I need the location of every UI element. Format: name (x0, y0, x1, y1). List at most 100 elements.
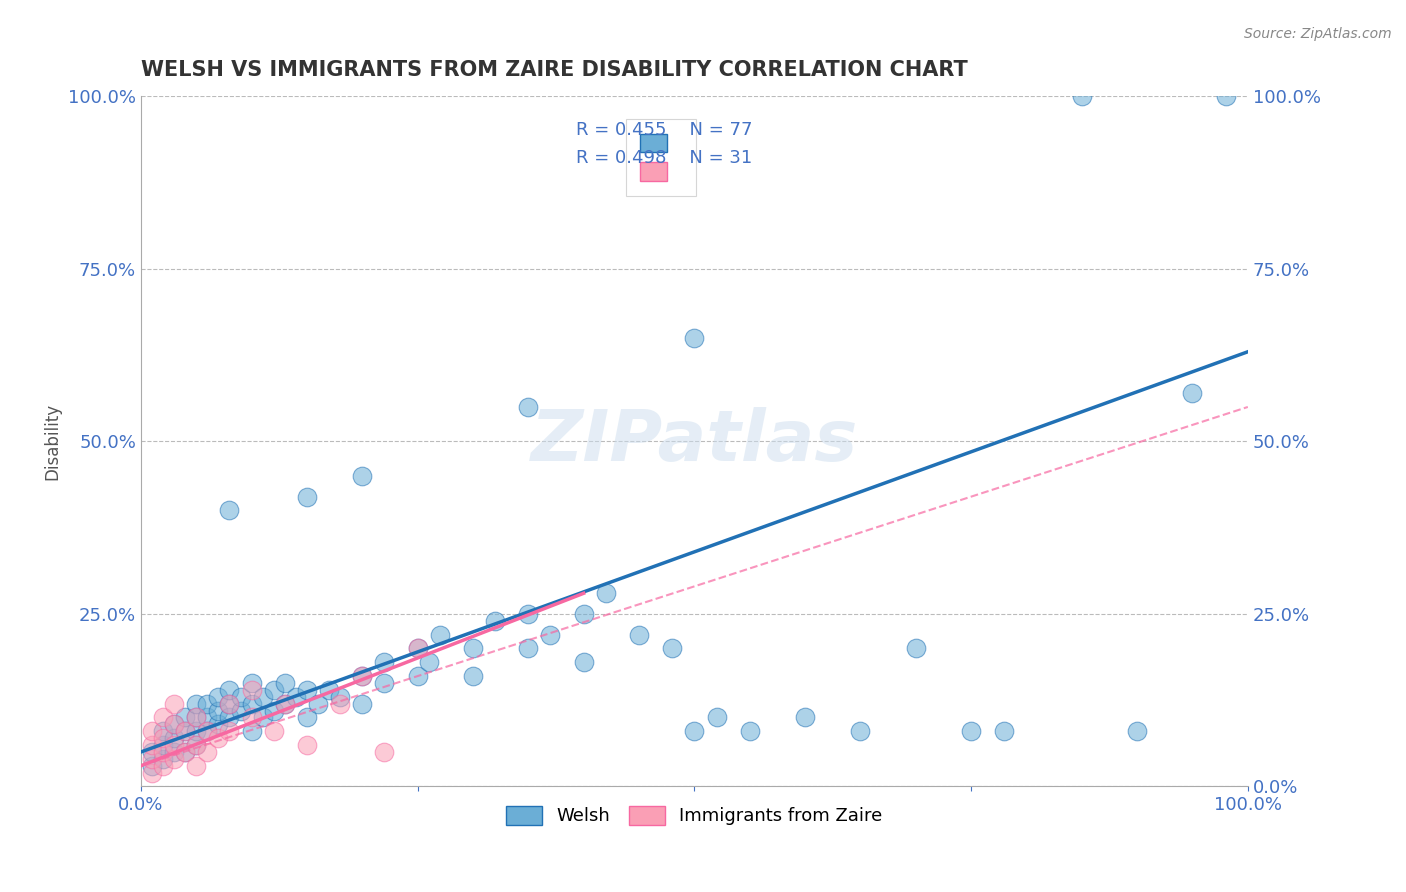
Point (572, 655, 595, 669)
Point (195, 724, 218, 739)
Point (318, 682, 340, 697)
Point (274, 676, 297, 690)
Point (406, 641, 429, 656)
Point (295, 710, 318, 724)
Point (195, 724, 218, 739)
Point (263, 704, 285, 718)
Point (240, 710, 263, 724)
Point (240, 697, 263, 711)
Point (218, 697, 240, 711)
Point (195, 745, 218, 759)
Point (295, 682, 318, 697)
Point (794, 710, 817, 724)
Point (1126, 724, 1149, 739)
Point (1181, 386, 1204, 401)
Point (252, 690, 274, 704)
Point (141, 745, 163, 759)
Point (484, 614, 506, 628)
Text: ZIPatlas: ZIPatlas (530, 407, 858, 476)
Point (152, 738, 174, 752)
Point (218, 682, 240, 697)
Point (152, 745, 174, 759)
Point (207, 731, 229, 746)
Point (218, 697, 240, 711)
Point (186, 758, 208, 772)
Text: WELSH VS IMMIGRANTS FROM ZAIRE DISABILITY CORRELATION CHART: WELSH VS IMMIGRANTS FROM ZAIRE DISABILIT… (141, 60, 967, 79)
Point (240, 724, 263, 739)
Point (218, 503, 240, 517)
Point (252, 710, 274, 724)
Point (195, 710, 218, 724)
Text: Source: ZipAtlas.com: Source: ZipAtlas.com (1244, 27, 1392, 41)
Point (163, 752, 186, 766)
Point (329, 690, 352, 704)
Point (229, 704, 252, 718)
Point (186, 738, 208, 752)
Point (517, 641, 540, 656)
Point (141, 758, 163, 772)
Point (263, 682, 285, 697)
Point (373, 745, 395, 759)
Point (352, 697, 374, 711)
Point (152, 752, 174, 766)
Point (229, 690, 252, 704)
Point (163, 745, 186, 759)
Point (186, 710, 208, 724)
Point (141, 724, 163, 739)
Point (174, 724, 197, 739)
Point (373, 676, 395, 690)
Point (373, 655, 395, 669)
Point (406, 641, 429, 656)
Point (738, 724, 761, 739)
Point (595, 586, 617, 600)
Point (461, 669, 484, 683)
Point (352, 469, 374, 483)
Point (152, 710, 174, 724)
Point (141, 738, 163, 752)
Point (207, 704, 229, 718)
Point (352, 669, 374, 683)
Point (352, 669, 374, 683)
Point (683, 331, 706, 345)
Point (186, 738, 208, 752)
Point (218, 710, 240, 724)
Point (274, 697, 297, 711)
Point (706, 710, 728, 724)
Point (174, 710, 197, 724)
Point (174, 745, 197, 759)
Point (163, 697, 186, 711)
Point (517, 607, 540, 621)
Point (960, 724, 983, 739)
Point (661, 641, 683, 656)
Point (849, 724, 872, 739)
Legend: Welsh, Immigrants from Zaire: Welsh, Immigrants from Zaire (499, 799, 890, 832)
Point (274, 697, 297, 711)
Point (141, 752, 163, 766)
Point (307, 697, 329, 711)
Point (152, 758, 174, 772)
Point (263, 724, 285, 739)
Point (152, 724, 174, 739)
Point (163, 738, 186, 752)
Point (461, 641, 484, 656)
Text: R = 0.455    N = 77: R = 0.455 N = 77 (576, 120, 752, 138)
Point (186, 724, 208, 739)
Point (240, 676, 263, 690)
Point (240, 682, 263, 697)
Point (152, 731, 174, 746)
Point (163, 731, 186, 746)
Point (429, 628, 451, 642)
Point (163, 717, 186, 731)
Point (628, 628, 651, 642)
Point (993, 724, 1015, 739)
Point (284, 690, 307, 704)
Point (540, 628, 562, 642)
Point (295, 490, 318, 504)
Point (418, 655, 440, 669)
Point (1215, 89, 1237, 103)
Point (295, 738, 318, 752)
Point (163, 717, 186, 731)
Point (517, 400, 540, 414)
Point (207, 717, 229, 731)
Point (174, 745, 197, 759)
